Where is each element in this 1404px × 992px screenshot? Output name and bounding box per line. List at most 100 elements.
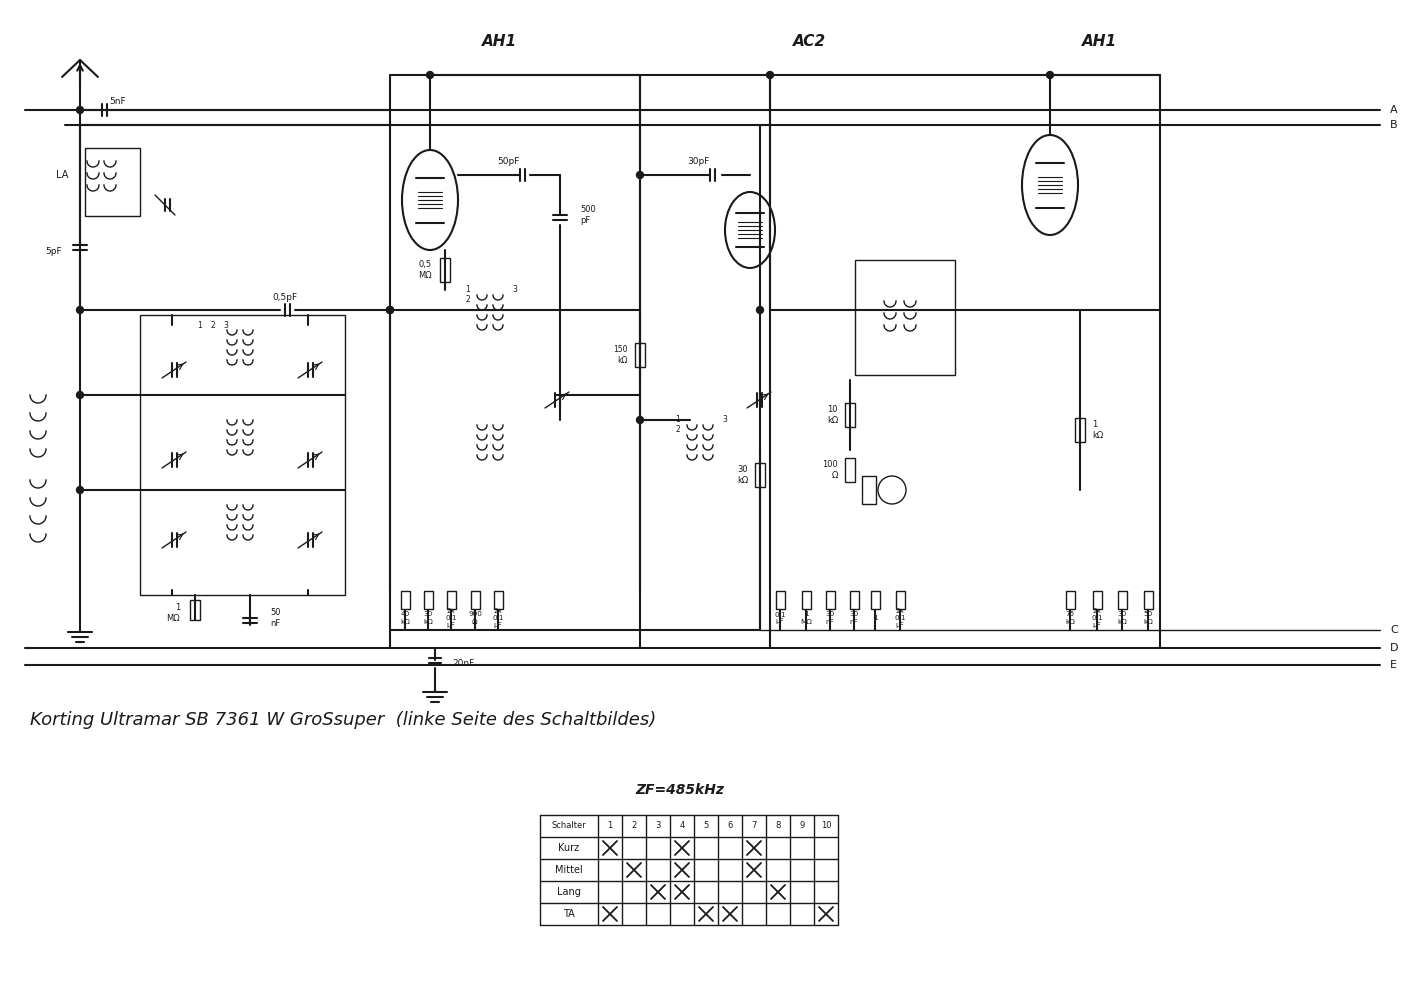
Text: 0,5pF: 0,5pF — [272, 294, 298, 303]
Text: 75
kΩ: 75 kΩ — [1066, 611, 1075, 625]
Bar — [1075, 418, 1085, 442]
Bar — [86, 148, 140, 216]
Text: 30pF: 30pF — [687, 158, 709, 167]
Text: 1: 1 — [465, 286, 470, 295]
Bar — [424, 591, 432, 609]
Bar — [845, 403, 855, 427]
Circle shape — [1046, 71, 1053, 78]
Bar — [776, 591, 785, 609]
Text: 1: 1 — [198, 320, 202, 329]
Bar — [470, 591, 480, 609]
Bar — [896, 591, 906, 609]
Text: AH1: AH1 — [483, 35, 518, 50]
Text: 5nF: 5nF — [110, 97, 126, 106]
Text: 100
Ω: 100 Ω — [823, 460, 838, 480]
Bar — [1144, 591, 1153, 609]
Bar — [190, 600, 199, 620]
Text: 5pF: 5pF — [45, 247, 62, 257]
Text: 500
pF: 500 pF — [580, 205, 595, 225]
Text: 1
kΩ: 1 kΩ — [1092, 421, 1104, 439]
Bar — [1066, 591, 1075, 609]
Text: 2: 2 — [675, 426, 680, 434]
Text: A: A — [1390, 105, 1397, 115]
Bar — [802, 591, 812, 609]
Text: Kurz: Kurz — [559, 843, 580, 853]
Text: AC2: AC2 — [793, 35, 827, 50]
Circle shape — [76, 106, 83, 113]
Text: 50
kΩ: 50 kΩ — [1143, 611, 1153, 625]
Text: 1
MΩ: 1 MΩ — [800, 611, 812, 625]
Bar — [494, 591, 503, 609]
Bar — [1092, 591, 1102, 609]
Bar — [1118, 591, 1127, 609]
Text: B: B — [1390, 120, 1397, 130]
Text: TA: TA — [563, 909, 574, 919]
Text: 2: 2 — [465, 296, 470, 305]
Text: C: C — [1390, 625, 1398, 635]
Circle shape — [767, 71, 774, 78]
Circle shape — [636, 172, 643, 179]
Bar — [862, 476, 876, 504]
Circle shape — [76, 307, 83, 313]
Text: 5: 5 — [703, 821, 709, 830]
Text: 1: 1 — [873, 615, 878, 621]
Text: 3: 3 — [223, 320, 229, 329]
Text: 900
Ω: 900 Ω — [468, 611, 482, 625]
Text: D: D — [1390, 643, 1398, 653]
Text: 2x
0.1
μF: 2x 0.1 μF — [894, 608, 906, 628]
Text: 6: 6 — [727, 821, 733, 830]
Text: 30
nF: 30 nF — [849, 611, 859, 625]
Circle shape — [427, 71, 434, 78]
Text: E: E — [1390, 660, 1397, 670]
Text: 2x
0.1
μF: 2x 0.1 μF — [1091, 608, 1102, 628]
Text: 1
MΩ: 1 MΩ — [167, 603, 180, 623]
Text: 0,5
MΩ: 0,5 MΩ — [418, 260, 432, 280]
Bar — [845, 458, 855, 482]
Text: 3: 3 — [722, 416, 727, 425]
Text: 8: 8 — [775, 821, 781, 830]
Bar — [439, 258, 451, 282]
Text: 40
kΩ: 40 kΩ — [400, 611, 410, 625]
Text: 2x
0.1
μF: 2x 0.1 μF — [493, 608, 504, 628]
Text: 30
kΩ: 30 kΩ — [423, 611, 432, 625]
Text: 4: 4 — [680, 821, 685, 830]
Text: ZF=485kHz: ZF=485kHz — [636, 783, 724, 797]
Text: 1: 1 — [608, 821, 612, 830]
Text: Schalter: Schalter — [552, 821, 587, 830]
Text: Lang: Lang — [557, 887, 581, 897]
Text: 10
kΩ: 10 kΩ — [827, 406, 838, 425]
Bar — [849, 591, 859, 609]
Bar — [870, 591, 880, 609]
Bar — [855, 260, 955, 375]
Text: 150
kΩ: 150 kΩ — [614, 345, 628, 365]
Text: 30
nF: 30 nF — [826, 611, 834, 625]
Text: 1: 1 — [675, 416, 680, 425]
Bar — [140, 315, 345, 595]
Bar — [826, 591, 835, 609]
Text: 2: 2 — [632, 821, 636, 830]
Text: Mittel: Mittel — [555, 865, 583, 875]
Text: 20nF: 20nF — [452, 659, 475, 668]
Text: Korting Ultramar SB 7361 W GroSsuper  (linke Seite des Schaltbildes): Korting Ultramar SB 7361 W GroSsuper (li… — [29, 711, 656, 729]
Text: 10: 10 — [821, 821, 831, 830]
Text: 2: 2 — [211, 320, 215, 329]
Text: 9: 9 — [799, 821, 804, 830]
Bar — [402, 591, 410, 609]
Text: 30
kΩ: 30 kΩ — [1118, 611, 1127, 625]
Text: 50pF: 50pF — [497, 158, 519, 167]
Circle shape — [757, 307, 764, 313]
Text: 0,1
μF: 0,1 μF — [774, 611, 786, 625]
Text: AH1: AH1 — [1082, 35, 1118, 50]
Circle shape — [76, 486, 83, 493]
Bar — [446, 591, 456, 609]
Circle shape — [76, 392, 83, 399]
Text: 3: 3 — [656, 821, 661, 830]
Text: LA: LA — [56, 170, 67, 180]
Circle shape — [386, 307, 393, 313]
Text: 3: 3 — [512, 286, 517, 295]
Text: 2x
0.1
μF: 2x 0.1 μF — [445, 608, 456, 628]
Text: 30
kΩ: 30 kΩ — [737, 465, 748, 485]
Text: 50
nF: 50 nF — [270, 608, 281, 628]
Circle shape — [386, 307, 393, 313]
Text: 7: 7 — [751, 821, 757, 830]
